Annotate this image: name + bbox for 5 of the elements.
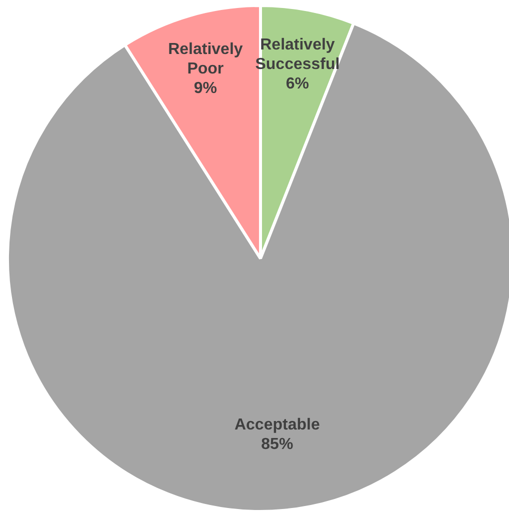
data-label: 9% [194, 80, 218, 98]
data-label: 85% [261, 436, 294, 454]
slice-label: Relatively Poor [168, 40, 243, 78]
data-label: 6% [286, 76, 310, 93]
slice-label: Acceptable [234, 416, 320, 434]
